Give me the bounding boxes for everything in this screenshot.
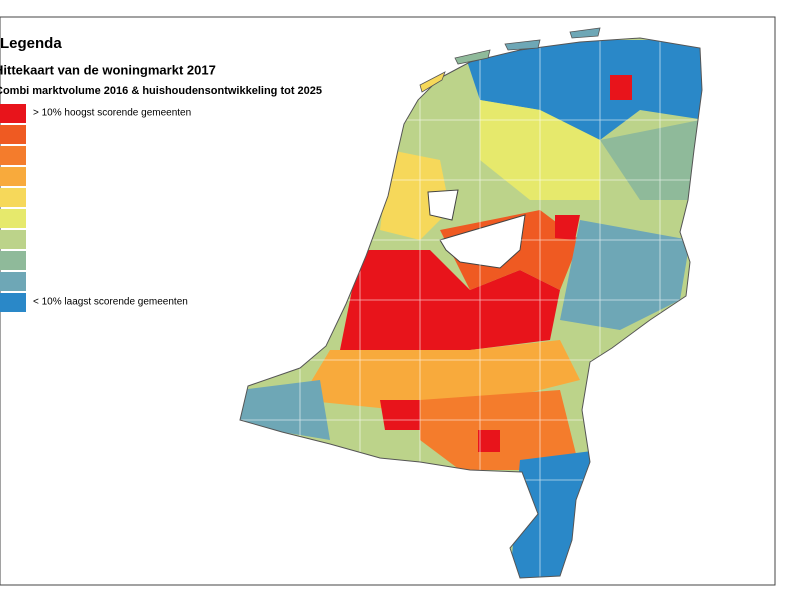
legend: Legenda Hittekaart van de woningmarkt 20… — [0, 35, 322, 312]
islands — [419, 27, 601, 93]
legend-label: < 10% laagst scorende gemeenten — [33, 297, 188, 308]
legend-title: Legenda — [0, 35, 62, 52]
legend-swatch — [0, 209, 26, 228]
legend-heading: Hittekaart van de woningmarkt 2017 — [0, 62, 216, 77]
legend-swatch — [0, 146, 26, 165]
country-outline — [239, 37, 703, 579]
legend-swatch — [0, 251, 26, 270]
legend-swatch — [0, 125, 26, 144]
legend-swatch — [0, 293, 26, 312]
legend-subtitle: Combi marktvolume 2016 & huishoudensontw… — [0, 85, 322, 97]
legend-swatch — [0, 272, 26, 291]
map — [240, 38, 702, 578]
legend-swatch — [0, 104, 26, 123]
legend-swatch — [0, 188, 26, 207]
legend-label: > 10% hoogst scorende gemeenten — [33, 108, 191, 119]
legend-swatch — [0, 230, 26, 249]
frame — [0, 16, 776, 586]
legend-swatch — [0, 167, 26, 186]
